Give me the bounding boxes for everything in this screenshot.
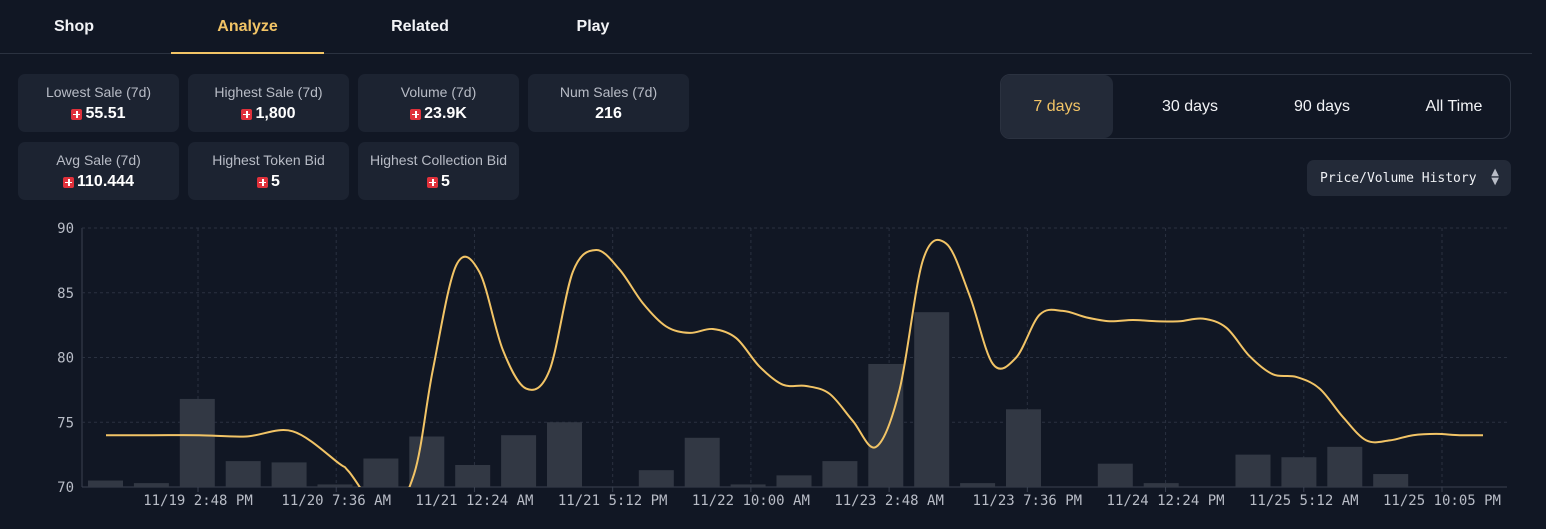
y-tick-label: 85: [57, 286, 74, 302]
range-all-time-button[interactable]: All Time: [1425, 97, 1483, 115]
x-tick-label: 11/22 10:00 AM: [692, 493, 810, 509]
y-tick-label: 80: [57, 351, 74, 367]
stat-card-highest-sale: Highest Sale (7d) 1,800: [188, 74, 349, 132]
stat-value: 110.444: [77, 173, 134, 190]
stat-value: 5: [441, 173, 450, 190]
stat-label: Highest Collection Bid: [370, 152, 507, 168]
stat-value: 55.51: [85, 105, 126, 122]
nav-tabs: Shop Analyze Related Play: [0, 0, 1532, 54]
stat-value: 1,800: [255, 105, 296, 122]
stat-label: Highest Sale (7d): [214, 84, 323, 100]
volume-bar: [1097, 463, 1133, 487]
y-tick-label: 90: [57, 221, 74, 237]
volume-bar: [1373, 474, 1409, 487]
x-tick-label: 11/21 5:12 PM: [558, 493, 668, 509]
chart-type-select[interactable]: Price/Volume History ▲ ▼: [1307, 160, 1511, 196]
y-tick-label: 70: [57, 480, 74, 496]
volume-bar: [730, 484, 766, 487]
x-tick-label: 11/24 12:24 PM: [1107, 493, 1225, 509]
stat-label: Avg Sale (7d): [56, 152, 141, 168]
range-30-days-button[interactable]: 30 days: [1161, 97, 1219, 115]
stat-card-volume: Volume (7d) 23.9K: [358, 74, 519, 132]
chevron-updown-icon: ▲ ▼: [1491, 167, 1499, 187]
range-7-days-button[interactable]: 7 days: [1001, 75, 1113, 138]
tab-shop[interactable]: Shop: [54, 17, 94, 35]
volume-bar: [776, 475, 812, 487]
stat-value: 5: [271, 173, 280, 190]
range-90-days-button[interactable]: 90 days: [1293, 97, 1351, 115]
x-tick-label: 11/25 5:12 AM: [1249, 493, 1359, 509]
volume-bar: [501, 435, 537, 487]
volume-bar: [363, 458, 399, 487]
coin-icon: [257, 176, 269, 188]
price-line: [105, 238, 1484, 487]
stat-card-avg-sale: Avg Sale (7d) 110.444: [18, 142, 179, 200]
x-tick-label: 11/21 12:24 AM: [415, 493, 533, 509]
volume-bar: [1281, 457, 1317, 487]
volume-bar: [684, 437, 720, 487]
volume-bar: [822, 461, 858, 487]
tab-related[interactable]: Related: [391, 17, 449, 35]
volume-bar: [1006, 409, 1041, 487]
volume-bar: [1327, 446, 1363, 487]
volume-bar: [317, 484, 353, 487]
time-range-selector: 7 days 30 days 90 days All Time: [1000, 74, 1511, 139]
volume-bar: [960, 483, 996, 487]
stat-card-highest-collection-bid: Highest Collection Bid 5: [358, 142, 519, 200]
stat-card-lowest-sale: Lowest Sale (7d) 55.51: [18, 74, 179, 132]
x-tick-label: 11/23 2:48 AM: [834, 493, 944, 509]
tab-analyze[interactable]: Analyze: [171, 0, 324, 54]
coin-icon: [71, 108, 83, 120]
x-tick-label: 11/19 2:48 PM: [143, 493, 253, 509]
stat-label: Volume (7d): [400, 84, 477, 100]
x-tick-label: 11/25 10:05 PM: [1383, 493, 1501, 509]
volume-bar: [271, 462, 307, 487]
stat-value: 23.9K: [424, 105, 467, 122]
x-tick-label: 11/23 7:36 PM: [973, 493, 1083, 509]
volume-bar: [1235, 454, 1271, 487]
volume-bar: [455, 464, 491, 487]
volume-bar: [1143, 483, 1179, 487]
y-tick-label: 75: [57, 415, 74, 431]
stat-card-highest-token-bid: Highest Token Bid 5: [188, 142, 349, 200]
volume-bar: [868, 363, 904, 487]
volume-bar: [133, 483, 169, 487]
coin-icon: [410, 108, 422, 120]
stat-card-num-sales: Num Sales (7d) 216: [528, 74, 689, 132]
stat-label: Highest Token Bid: [212, 152, 325, 168]
volume-bar: [225, 461, 261, 487]
coin-icon: [241, 108, 253, 120]
coin-icon: [427, 176, 439, 188]
chart-type-select-label: Price/Volume History: [1320, 170, 1477, 186]
stat-label: Num Sales (7d): [559, 84, 658, 100]
volume-bar: [409, 436, 445, 487]
volume-bar: [638, 470, 674, 487]
volume-bar: [547, 422, 582, 487]
volume-bar: [914, 312, 950, 487]
volume-bar: [88, 480, 123, 487]
x-tick-label: 11/20 7:36 AM: [281, 493, 391, 509]
volume-bar: [179, 398, 215, 487]
stat-label: Lowest Sale (7d): [45, 84, 152, 100]
tab-play[interactable]: Play: [576, 17, 610, 35]
stat-value: 216: [595, 105, 622, 122]
coin-icon: [63, 176, 75, 188]
